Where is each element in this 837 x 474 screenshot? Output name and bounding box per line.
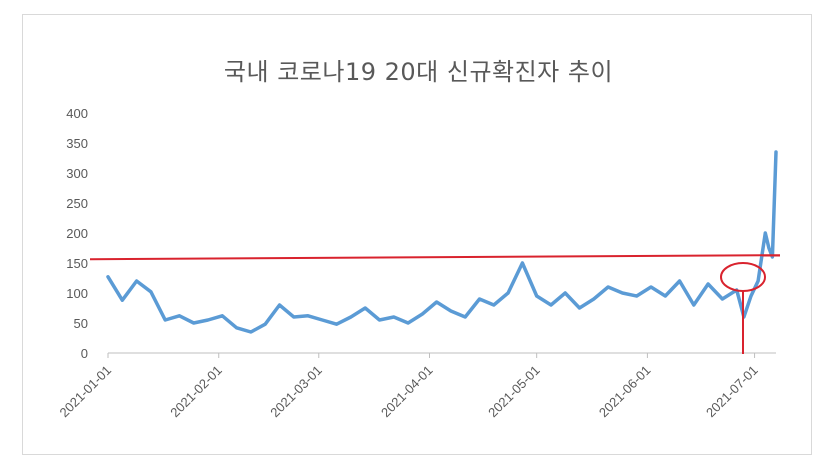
y-tick-label: 0 [81,346,88,361]
y-tick-label: 50 [74,316,88,331]
threshold-line [89,254,781,261]
y-tick-label: 200 [66,226,88,241]
y-axis: 0 50 100 150 200 250 300 350 400 [66,106,88,361]
chart-frame [22,14,812,455]
annotation-layer [89,254,781,354]
x-axis: 2021-01-01 2021-02-01 2021-03-01 2021-04-01… [56,352,776,421]
series-layer [106,150,778,334]
x-tick-label: 2021-02-01 [167,363,225,421]
x-tick-label: 2021-07-01 [703,363,761,421]
y-tick-label: 250 [66,196,88,211]
y-tick-label: 300 [66,166,88,181]
x-tick-label: 2021-03-01 [267,363,325,421]
chart-title: 국내 코로나19 20대 신규확진자 추이 [223,58,614,86]
y-tick-label: 400 [66,106,88,121]
y-tick-label: 150 [66,256,88,271]
y-tick-label: 100 [66,286,88,301]
series-line [106,150,778,334]
x-tick-label: 2021-06-01 [596,363,654,421]
x-tick-label: 2021-04-01 [378,363,436,421]
x-tick-label: 2021-01-01 [56,363,114,421]
x-tick-label: 2021-05-01 [485,363,543,421]
y-tick-label: 350 [66,136,88,151]
